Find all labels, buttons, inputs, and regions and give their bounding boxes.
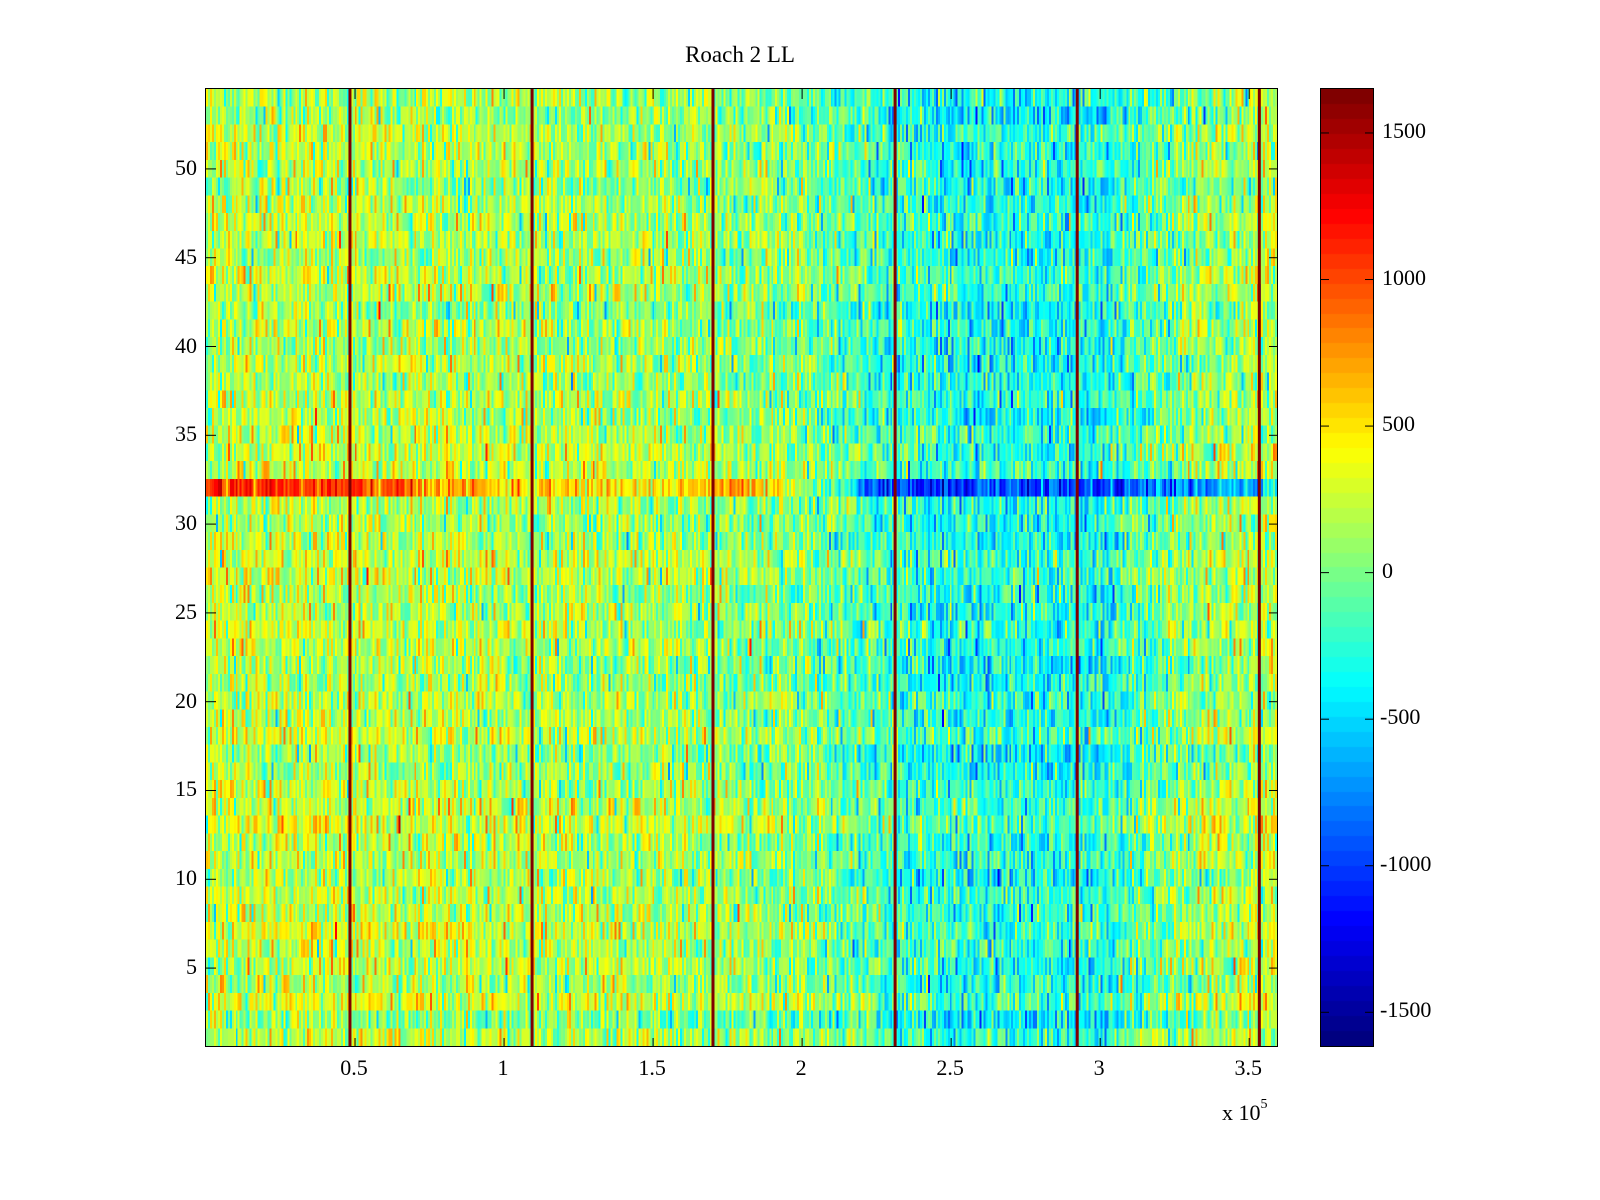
y-tick-label: 20 bbox=[175, 687, 197, 713]
x-tick-label: 2.5 bbox=[936, 1055, 964, 1080]
x-tick-label: 3.5 bbox=[1234, 1055, 1262, 1080]
colorbar-ticks bbox=[1321, 132, 1373, 1013]
multiplier-exponent: 5 bbox=[1260, 1096, 1268, 1112]
colorbar-gradient bbox=[1321, 89, 1373, 1046]
y-tick-label: 30 bbox=[175, 510, 197, 536]
colorbar-tick-label: 1000 bbox=[1382, 264, 1426, 290]
y-tick-label: 15 bbox=[175, 776, 197, 802]
y-tick-label: 25 bbox=[175, 598, 197, 624]
chart-title: Roach 2 LL bbox=[685, 42, 795, 67]
heatmap-cells bbox=[206, 89, 1277, 1046]
y-tick-label: 35 bbox=[175, 421, 197, 447]
colorbar bbox=[1320, 88, 1374, 1047]
x-tick-label: 2 bbox=[795, 1055, 807, 1080]
colorbar-tick-label: -1500 bbox=[1380, 997, 1432, 1023]
x-axis-multiplier: x 105 bbox=[1222, 1096, 1268, 1126]
x-tick-label: 3 bbox=[1093, 1055, 1105, 1080]
colorbar-tick-label: 500 bbox=[1382, 411, 1415, 437]
y-tick-label: 45 bbox=[175, 243, 197, 269]
y-tick-label: 40 bbox=[175, 332, 197, 358]
y-tick-label: 50 bbox=[175, 154, 197, 180]
y-tick-label: 5 bbox=[186, 954, 197, 980]
colorbar-tick-label: -500 bbox=[1380, 704, 1421, 730]
heatmap-plot-area bbox=[205, 88, 1278, 1047]
x-tick-label: 0.5 bbox=[340, 1055, 368, 1080]
colorbar-tick-label: 1500 bbox=[1382, 117, 1426, 143]
colorbar-tick-label: -1000 bbox=[1380, 850, 1432, 876]
y-tick-label: 10 bbox=[175, 865, 197, 891]
x-tick-label: 1.5 bbox=[638, 1055, 666, 1080]
heatmap-overlay bbox=[206, 89, 1277, 1046]
colorbar-tick-label: 0 bbox=[1382, 557, 1393, 583]
x-tick-label: 1 bbox=[497, 1055, 509, 1080]
multiplier-base: x 10 bbox=[1222, 1100, 1261, 1125]
